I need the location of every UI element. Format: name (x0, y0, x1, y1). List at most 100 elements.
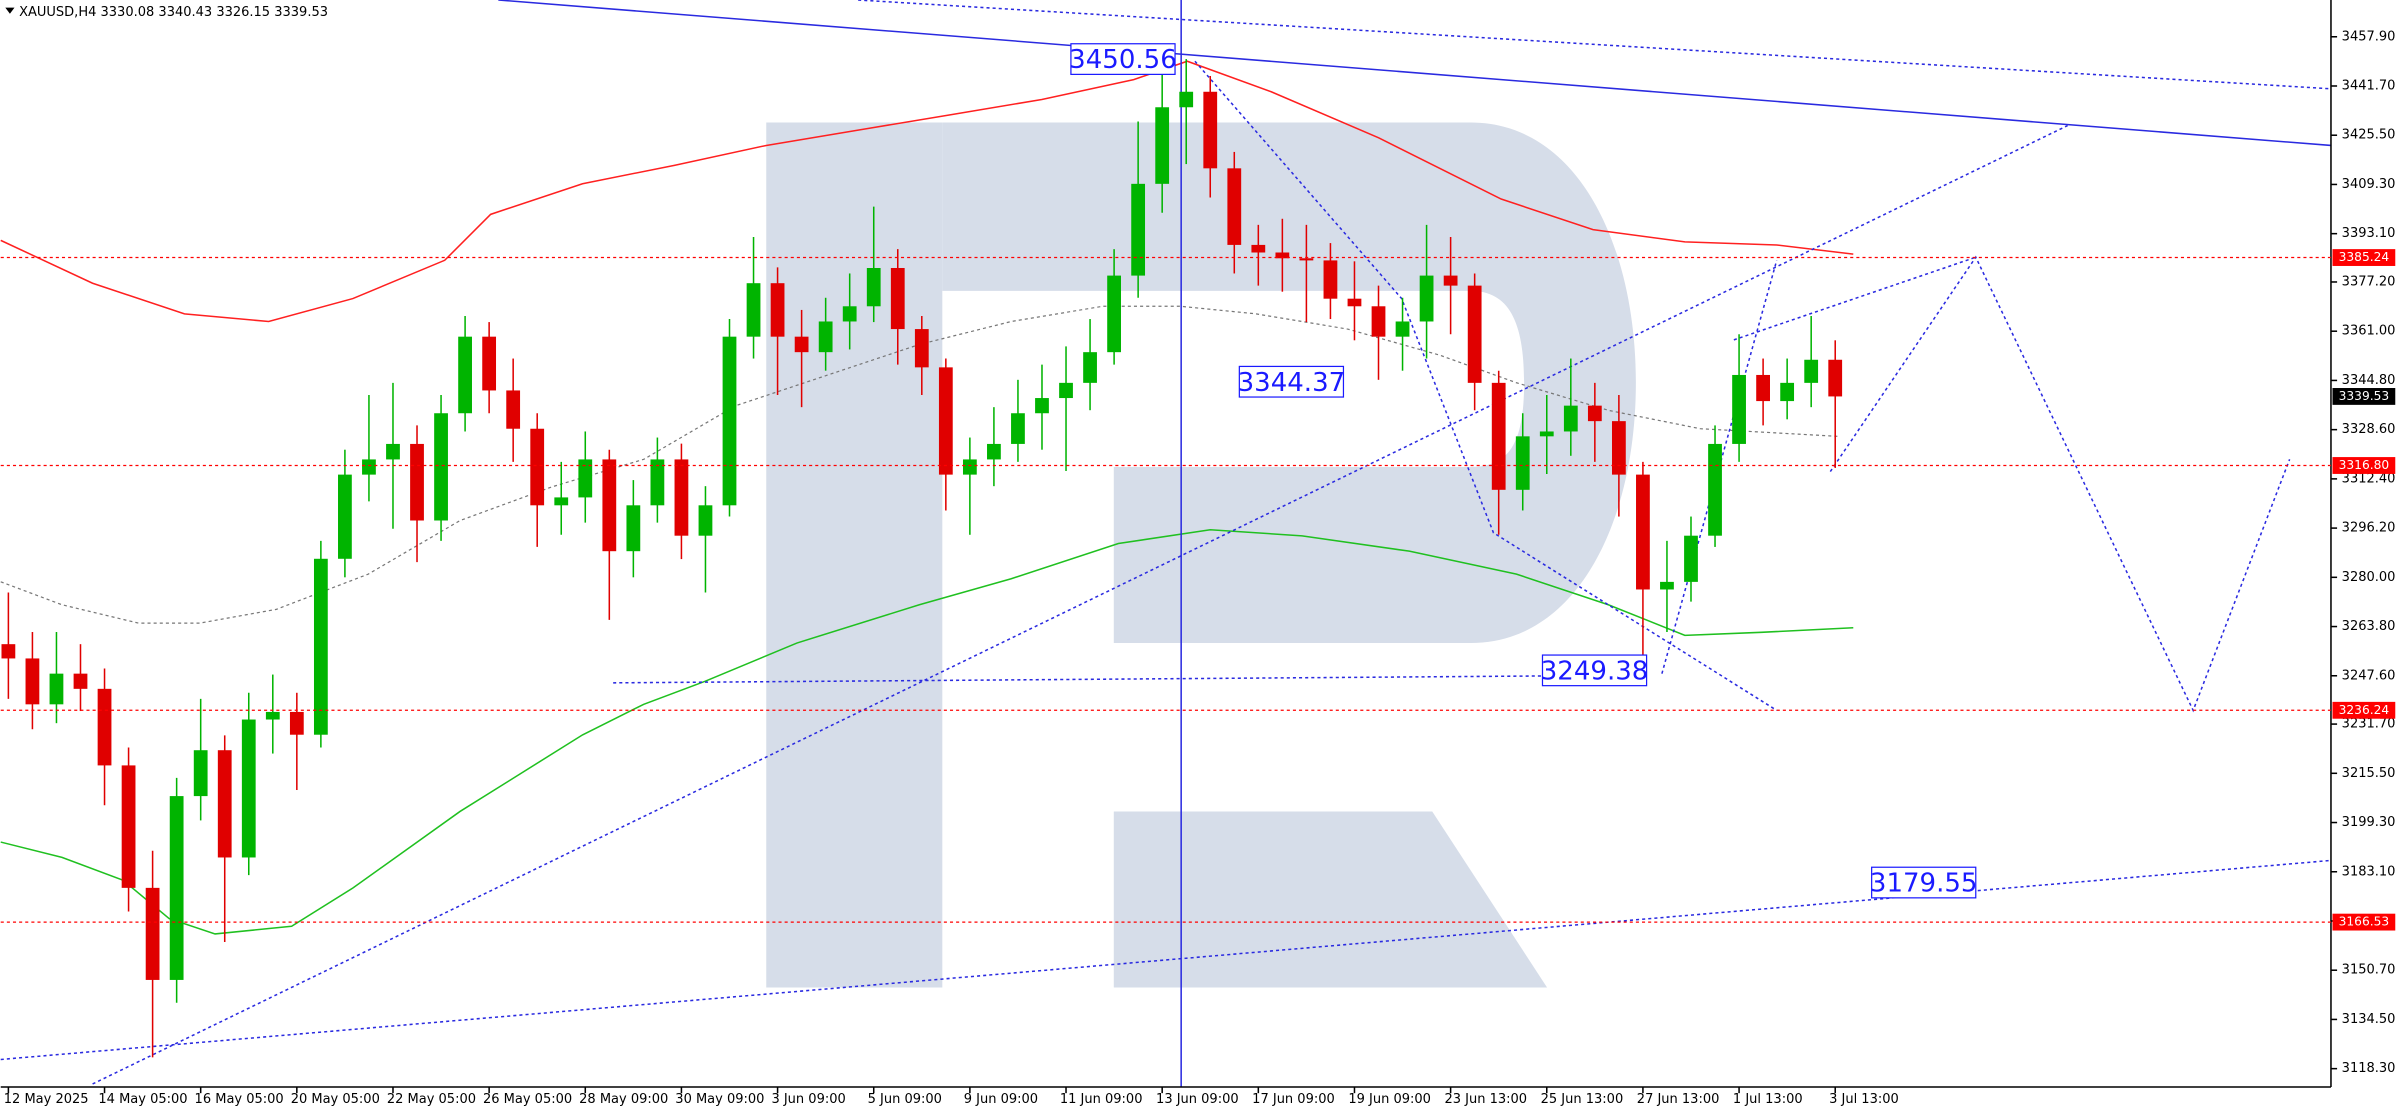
menu-arrow[interactable] (5, 7, 15, 14)
candle-body (866, 267, 881, 307)
last-price-label: 3339.53 (2339, 389, 2390, 403)
candle-body (938, 367, 953, 475)
candle-body (121, 765, 136, 888)
y-tick-label: 3409.30 (2342, 177, 2396, 192)
candle-body (506, 390, 521, 429)
candle-body (289, 711, 304, 735)
level-tag (2332, 913, 2396, 931)
candle-body (1804, 359, 1819, 383)
candle-body (1107, 275, 1121, 353)
level-label: 3166.53 (2339, 915, 2390, 929)
candle-body (1708, 443, 1722, 536)
x-tick-label: 27 Jun 13:00 (1637, 1092, 1720, 1107)
candle-body (1323, 260, 1338, 299)
ma-green (0, 528, 1854, 935)
candle-body (1660, 581, 1674, 590)
candle-body (1756, 374, 1770, 402)
candle-body (1611, 421, 1626, 475)
candle-body (73, 673, 88, 689)
y-tick-label: 3425.50 (2342, 128, 2396, 143)
candle-body (722, 336, 737, 506)
x-tick-label: 16 May 05:00 (195, 1092, 284, 1107)
candle-body (554, 497, 569, 506)
candle-body (193, 750, 208, 797)
candle-body (1299, 258, 1314, 261)
candle-body (1395, 321, 1410, 337)
x-tick-label: 26 May 05:00 (483, 1092, 572, 1107)
candle-body (1515, 436, 1530, 490)
level-label: 3236.24 (2339, 703, 2390, 717)
annotation-box (1541, 654, 1648, 687)
candle-body (1563, 405, 1578, 432)
y-tick-label: 3263.80 (2342, 619, 2396, 634)
candle-body (1227, 168, 1242, 245)
candle-body (626, 505, 641, 552)
candle-body (890, 267, 905, 330)
candle-body (698, 505, 713, 536)
candle-body (1, 644, 16, 659)
y-tick-label: 3312.40 (2342, 471, 2396, 486)
x-tick-label: 23 Jun 13:00 (1444, 1092, 1527, 1107)
x-tick-label: 9 Jun 09:00 (964, 1092, 1038, 1107)
level-label: 3385.24 (2339, 250, 2390, 264)
y-tick-label: 3150.70 (2342, 963, 2396, 978)
annotation-label: 3179.55 (1870, 869, 1978, 899)
x-tick-label: 14 May 05:00 (98, 1092, 187, 1107)
candle-body (145, 887, 160, 980)
candle-body (1347, 298, 1362, 307)
ma-red (0, 60, 1854, 323)
x-tick-label: 5 Jun 09:00 (868, 1092, 942, 1107)
annotation-label: 3249.38 (1541, 656, 1649, 686)
candle-body (169, 796, 184, 980)
annotation-label: 3344.37 (1238, 368, 1346, 398)
y-tick-label: 3215.50 (2342, 766, 2396, 781)
y-tick-label: 3134.50 (2342, 1012, 2396, 1027)
low: 3326.15 (216, 5, 270, 20)
candle-body (1419, 275, 1434, 322)
y-tick-label: 3231.70 (2342, 717, 2396, 732)
y-tick-label: 3296.20 (2342, 521, 2396, 536)
y-tick-label: 3247.60 (2342, 668, 2396, 683)
candle-body (482, 336, 497, 391)
candle-body (987, 443, 1001, 460)
symbol: XAUUSD,H4 (19, 5, 96, 20)
candle-body (818, 321, 833, 353)
candle-body (362, 459, 376, 475)
candle-body (1491, 382, 1506, 490)
candle-body (650, 459, 665, 506)
candle-body (386, 443, 400, 460)
candle-body (746, 283, 761, 337)
y-tick-label: 3361.00 (2342, 324, 2396, 339)
x-tick-label: 20 May 05:00 (291, 1092, 380, 1107)
candle-body (1059, 382, 1073, 399)
x-tick-label: 12 May 2025 (4, 1092, 89, 1107)
y-tick-label: 3118.30 (2342, 1061, 2396, 1076)
candle-body (241, 719, 256, 858)
level-tag (2332, 249, 2396, 266)
candle-body (962, 459, 977, 475)
candle-body (1828, 359, 1843, 397)
candle-body (49, 673, 64, 705)
x-tick-label: 25 Jun 13:00 (1541, 1092, 1624, 1107)
high: 3340.43 (158, 5, 212, 20)
candle-body (1083, 352, 1097, 383)
candle-body (674, 459, 689, 536)
annotation-box (1070, 43, 1176, 75)
candle-body (1467, 285, 1482, 383)
candle-body (1684, 535, 1698, 582)
candle-body (434, 413, 448, 521)
level-tag (2332, 701, 2396, 719)
candle-body (578, 459, 593, 498)
y-tick-label: 3280.00 (2342, 570, 2396, 585)
x-tick-label: 17 Jun 09:00 (1252, 1092, 1335, 1107)
candle-body (914, 329, 929, 368)
candle-body (1732, 374, 1746, 444)
y-tick-label: 3344.80 (2342, 373, 2396, 388)
candle-body (265, 711, 280, 720)
candle-body (97, 688, 112, 766)
annotation-box (1238, 365, 1345, 398)
candle-body (770, 283, 785, 337)
level-tag (2332, 457, 2396, 474)
